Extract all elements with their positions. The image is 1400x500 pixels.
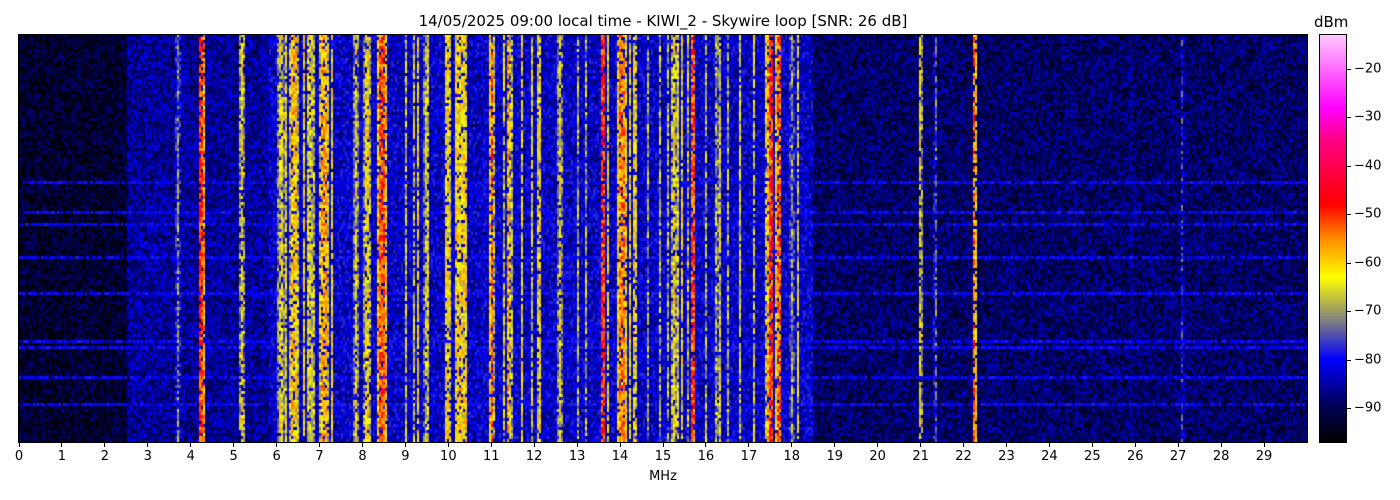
- x-tick: [619, 442, 621, 447]
- x-tick-label: 16: [697, 449, 715, 464]
- x-tick-label: 1: [57, 449, 67, 464]
- x-tick: [276, 442, 278, 447]
- x-tick: [1048, 442, 1050, 447]
- colorbar-tick-label: −80: [1354, 352, 1382, 368]
- x-tick: [1220, 442, 1222, 447]
- colorbar-tick: [1346, 68, 1351, 70]
- x-tick: [61, 442, 63, 447]
- x-tick-label: 11: [482, 449, 500, 464]
- x-tick: [1005, 442, 1007, 447]
- x-tick: [490, 442, 492, 447]
- x-tick-label: 14: [611, 449, 629, 464]
- x-tick-label: 29: [1255, 449, 1273, 464]
- x-tick: [834, 442, 836, 447]
- x-tick-label: 7: [315, 449, 324, 464]
- waterfall-plot: [19, 35, 1307, 442]
- x-tick-label: 12: [525, 449, 543, 464]
- colorbar: [1320, 35, 1346, 442]
- x-tick: [533, 442, 535, 447]
- x-tick: [18, 442, 20, 447]
- x-tick: [1091, 442, 1093, 447]
- x-tick-label: 27: [1169, 449, 1187, 464]
- x-tick-label: 5: [229, 449, 238, 464]
- x-tick-label: 13: [568, 449, 586, 464]
- x-tick-label: 9: [401, 449, 410, 464]
- x-tick: [361, 442, 363, 447]
- colorbar-tick-label: −20: [1354, 61, 1382, 77]
- x-tick-label: 24: [1041, 449, 1058, 464]
- x-tick-label: 10: [440, 449, 457, 464]
- x-tick: [748, 442, 750, 447]
- x-tick-label: 19: [826, 449, 843, 464]
- x-tick: [576, 442, 578, 447]
- x-tick: [190, 442, 192, 447]
- x-tick: [147, 442, 149, 447]
- x-tick: [705, 442, 707, 447]
- x-tick-label: 17: [740, 449, 758, 464]
- x-tick-label: 3: [143, 449, 152, 464]
- x-tick: [963, 442, 965, 447]
- x-tick-label: 6: [272, 449, 281, 464]
- colorbar-tick-label: −40: [1354, 158, 1382, 174]
- x-tick-label: 25: [1084, 449, 1101, 464]
- x-tick: [104, 442, 106, 447]
- x-tick-label: 0: [14, 449, 24, 464]
- colorbar-tick: [1346, 214, 1351, 216]
- x-tick: [1134, 442, 1136, 447]
- x-tick-label: 26: [1126, 449, 1144, 464]
- x-tick-label: 28: [1212, 449, 1230, 464]
- colorbar-tick: [1346, 408, 1351, 410]
- x-tick: [791, 442, 793, 447]
- colorbar-label: dBm: [1314, 13, 1349, 31]
- x-tick-label: 21: [912, 449, 929, 464]
- colorbar-tick-label: −70: [1354, 303, 1382, 319]
- x-axis-label: MHz: [649, 469, 677, 484]
- colorbar-tick-label: −30: [1354, 109, 1382, 125]
- x-tick: [233, 442, 235, 447]
- x-tick-label: 15: [654, 449, 672, 464]
- x-tick: [662, 442, 664, 447]
- colorbar-tick-label: −50: [1354, 206, 1382, 222]
- x-tick: [447, 442, 449, 447]
- x-tick-label: 4: [186, 449, 195, 464]
- x-tick: [1263, 442, 1265, 447]
- x-tick-label: 8: [358, 449, 367, 464]
- colorbar-tick: [1346, 117, 1351, 119]
- colorbar-tick: [1346, 311, 1351, 313]
- colorbar-tick-label: −60: [1354, 255, 1382, 271]
- chart-title: 14/05/2025 09:00 local time - KIWI_2 - S…: [418, 12, 908, 30]
- spectrogram-heatmap: [19, 35, 1307, 442]
- x-tick-label: 2: [100, 449, 109, 464]
- x-tick: [1177, 442, 1179, 447]
- colorbar-tick: [1346, 165, 1351, 167]
- x-tick: [319, 442, 321, 447]
- colorbar-tick: [1346, 262, 1351, 264]
- x-tick-label: 23: [998, 449, 1015, 464]
- x-tick-label: 18: [783, 449, 801, 464]
- x-tick: [920, 442, 922, 447]
- x-tick-label: 20: [869, 449, 886, 464]
- colorbar-tick: [1346, 359, 1351, 361]
- x-tick-label: 22: [955, 449, 972, 464]
- x-tick: [877, 442, 879, 447]
- colorbar-tick-label: −90: [1354, 400, 1382, 416]
- x-tick: [404, 442, 406, 447]
